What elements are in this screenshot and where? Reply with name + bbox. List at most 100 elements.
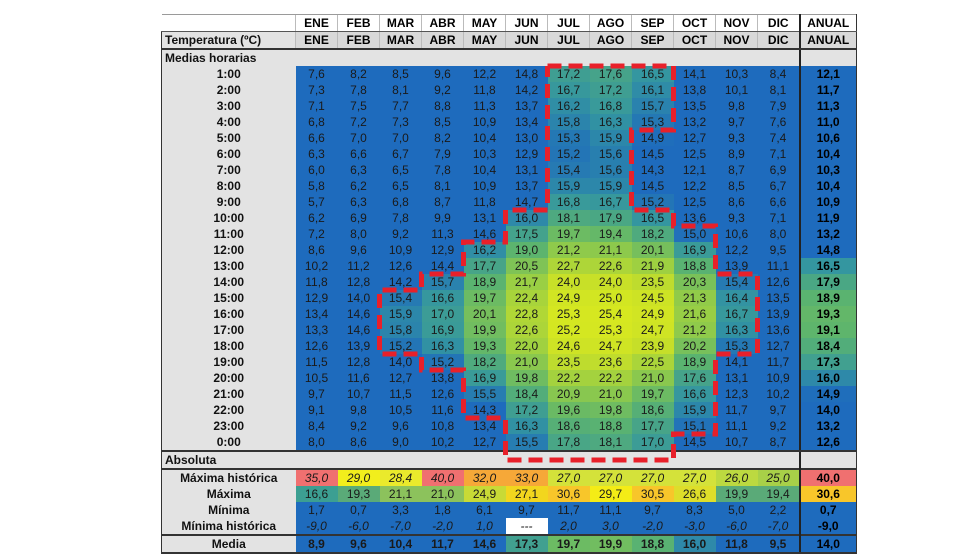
absolute-cell: -7,0 <box>757 518 800 535</box>
temperature-cell: 24,6 <box>547 338 590 354</box>
temperature-cell: 17,9 <box>589 210 632 226</box>
temperature-cell: 8,2 <box>421 130 464 146</box>
temperature-cell: 18,9 <box>673 354 716 370</box>
month-header: MAR <box>379 14 422 32</box>
hour-row: 1:00 7,6 8,2 8,5 9,6 12,2 14,8 17,2 17,6 16,5 14,1… <box>161 66 857 82</box>
absolute-cell: 9,7 <box>505 502 548 518</box>
temperature-cell: 22,2 <box>589 370 632 386</box>
temperature-cell: 10,2 <box>295 258 338 274</box>
temperature-cell: 13,9 <box>337 338 380 354</box>
temperature-cell: 19,7 <box>547 226 590 242</box>
temperature-cell: 9,5 <box>757 242 800 258</box>
temperature-cell: 13,8 <box>673 82 716 98</box>
temperature-cell: 14,5 <box>631 178 674 194</box>
temperature-cell: 12,9 <box>505 146 548 162</box>
temperature-cell: 7,8 <box>337 82 380 98</box>
temperature-cell: 21,0 <box>589 386 632 402</box>
temperature-cell: 16,0 <box>505 210 548 226</box>
annual-hour-value: 19,3 <box>798 306 857 322</box>
temperature-cell: 14,1 <box>673 66 716 82</box>
absolute-cell: 2,2 <box>757 502 800 518</box>
temperature-cell: 19,7 <box>631 386 674 402</box>
temperature-cell: 8,1 <box>757 82 800 98</box>
annual-hour-value: 10,6 <box>798 130 857 146</box>
media-cell: 18,8 <box>631 534 674 554</box>
temperature-cell: 6,6 <box>337 146 380 162</box>
temperature-cell: 15,7 <box>631 98 674 114</box>
month-header: JUN <box>505 31 548 50</box>
temperature-cell: 11,8 <box>295 274 338 290</box>
hour-label: 0:00 <box>161 434 296 452</box>
hour-label: 15:00 <box>161 290 296 306</box>
absolute-cell: 1,7 <box>295 502 338 518</box>
temperature-cell: 12,2 <box>673 178 716 194</box>
temperature-cell: 7,0 <box>337 130 380 146</box>
temperature-cell: 17,8 <box>547 434 590 452</box>
absolute-cell: 27,0 <box>589 468 632 486</box>
header-blank <box>161 14 296 32</box>
temperature-cell: 10,4 <box>463 130 506 146</box>
temperature-cell: 10,9 <box>379 242 422 258</box>
hour-row: 21:00 9,7 10,7 11,5 12,6 15,5 18,4 20,9 21,0 19,7… <box>161 386 857 402</box>
temperature-cell: 15,8 <box>547 114 590 130</box>
temperature-cell: 9,0 <box>379 434 422 452</box>
month-header: FEB <box>337 31 380 50</box>
temperature-cell: 12,2 <box>715 242 758 258</box>
temperature-cell: 15,6 <box>589 162 632 178</box>
absolute-annual: 40,0 <box>798 468 857 486</box>
annual-hour-value: 14,8 <box>798 242 857 258</box>
temperature-cell: 18,8 <box>673 258 716 274</box>
temperature-cell: 15,9 <box>673 402 716 418</box>
absolute-annual: -9,0 <box>798 518 857 535</box>
temperature-cell: 20,5 <box>505 258 548 274</box>
absolute-row: Mínima 1,7 0,7 3,3 1,8 6,1 9,7 11,7 11,1 9,7 8,3 5,… <box>161 502 857 518</box>
temperature-cell: 15,1 <box>673 418 716 434</box>
temperature-cell: 6,9 <box>757 162 800 178</box>
temperature-cell: 12,9 <box>295 290 338 306</box>
temperature-cell: 16,9 <box>463 370 506 386</box>
temperature-cell: 15,7 <box>421 274 464 290</box>
temperature-cell: 15,5 <box>463 386 506 402</box>
absolute-cell: 8,3 <box>673 502 716 518</box>
hour-label: 13:00 <box>161 258 296 274</box>
temperature-cell: 6,2 <box>337 178 380 194</box>
temperature-cell: 24,7 <box>631 322 674 338</box>
temperature-cell: 20,1 <box>463 306 506 322</box>
temperature-cell: 17,2 <box>505 402 548 418</box>
absolute-cell: 21,1 <box>379 486 422 502</box>
temperature-cell: 25,3 <box>589 322 632 338</box>
temperature-cell: 13,9 <box>715 258 758 274</box>
annual-hour-value: 18,9 <box>798 290 857 306</box>
month-header: AGO <box>589 14 632 32</box>
temperature-cell: 10,9 <box>757 370 800 386</box>
temperature-cell: 25,3 <box>547 306 590 322</box>
temperature-cell: 12,3 <box>715 386 758 402</box>
absolute-cell: 2,0 <box>547 518 590 535</box>
month-header: JUL <box>547 31 590 50</box>
hour-label: 14:00 <box>161 274 296 290</box>
hour-row: 11:00 7,2 8,0 9,2 11,3 14,6 17,5 19,7 19,4 18,2 15… <box>161 226 857 242</box>
month-header: OCT <box>673 14 716 32</box>
temperature-cell: 23,9 <box>631 338 674 354</box>
hour-label: 7:00 <box>161 162 296 178</box>
temperature-cell: 17,7 <box>631 418 674 434</box>
absolute-row: Máxima 16,6 19,3 21,1 21,0 24,9 27,1 30,6 29,7 30… <box>161 486 857 502</box>
hour-row: 22:00 9,1 9,8 10,5 11,6 14,3 17,2 19,6 19,8 18,6 1… <box>161 402 857 418</box>
temperature-cell: 18,1 <box>589 434 632 452</box>
temperature-cell: 11,1 <box>715 418 758 434</box>
temperature-cell: 7,2 <box>295 226 338 242</box>
temperature-cell: 18,2 <box>631 226 674 242</box>
temperature-cell: 6,2 <box>295 210 338 226</box>
hour-label: 9:00 <box>161 194 296 210</box>
temperature-cell: 7,6 <box>295 66 338 82</box>
temperature-cell: 7,3 <box>379 114 422 130</box>
absolute-cell: 29,0 <box>337 468 380 486</box>
temperature-cell: 14,5 <box>631 146 674 162</box>
temperature-cell: 13,1 <box>505 162 548 178</box>
section-annual-blank <box>798 49 857 66</box>
temperature-cell: 16,9 <box>421 322 464 338</box>
month-header-row: ENE FEB MAR ABR MAY JUN JUL AGO SEP OCT NOV DIC ANUA… <box>161 14 857 32</box>
temperature-cell: 13,6 <box>673 210 716 226</box>
temperature-cell: 9,7 <box>757 402 800 418</box>
temperature-cell: 15,6 <box>589 146 632 162</box>
